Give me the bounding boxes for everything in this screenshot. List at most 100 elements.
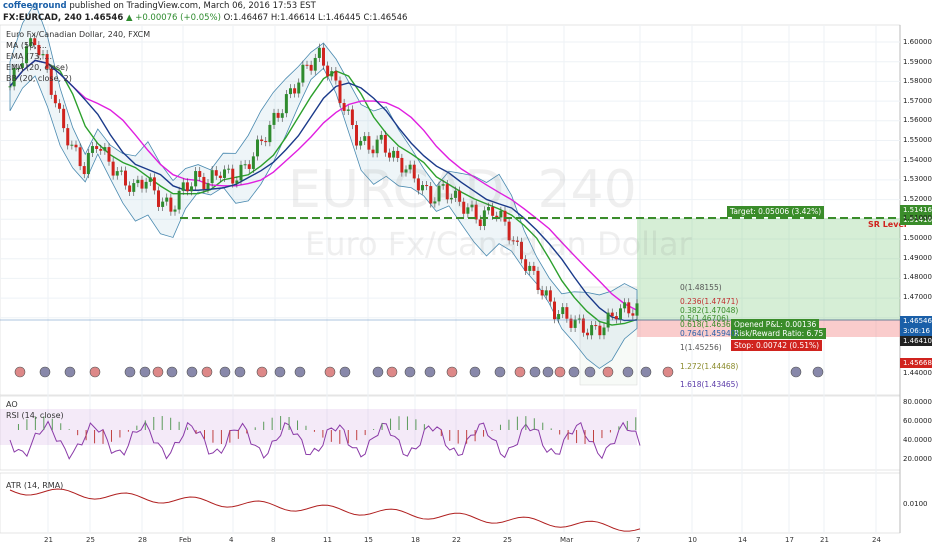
candle-body (49, 68, 53, 95)
candle-body (235, 180, 239, 184)
bollinger-band (9, 1, 638, 369)
author-name: coffeeground (3, 1, 67, 11)
candle-body (185, 182, 189, 192)
atr-label[interactable]: ATR (14, RMA) (6, 481, 64, 490)
candle-body (115, 171, 119, 176)
target-label[interactable]: Target: 0.05006 (3.42%) (727, 206, 825, 217)
time-axis-label: 11 (323, 536, 332, 544)
candle-body (91, 146, 94, 153)
price-axis-label: 1.58000 (903, 77, 932, 86)
candle-body (309, 64, 313, 71)
candle-body (416, 178, 420, 191)
candle-body (359, 140, 363, 146)
event-icon (529, 366, 541, 378)
event-icon (324, 366, 336, 378)
rsi-label[interactable]: RSI (14, close) (6, 411, 64, 420)
candle-body (95, 146, 99, 149)
event-icon (372, 366, 384, 378)
candle-body (499, 210, 503, 218)
event-icon (139, 366, 151, 378)
time-axis-label: 15 (364, 536, 373, 544)
candle-body (66, 128, 70, 146)
candle-body (487, 207, 490, 211)
price-axis-label: 1.59000 (903, 57, 932, 66)
price-axis-label: 1.51000 (903, 214, 932, 223)
price-axis-label: 1.50000 (903, 234, 932, 242)
time-axis-label: 25 (503, 536, 512, 544)
candle-body (367, 136, 371, 150)
candle-body (371, 149, 375, 154)
fib-level-label: 1(1.45256) (680, 343, 722, 352)
candle-body (577, 318, 581, 320)
candle-body (610, 312, 614, 317)
candle-body (598, 325, 602, 336)
candle-body (441, 184, 445, 186)
candle-body (148, 177, 152, 182)
ema20-legend[interactable]: EMA (20, close) (6, 63, 69, 72)
candle-body (181, 182, 185, 191)
candle-body (350, 109, 354, 126)
event-icon (124, 366, 136, 378)
candle-body (16, 67, 20, 69)
candle-body (289, 88, 292, 95)
candle-body (124, 170, 127, 186)
rsi-axis-label: 20.0000 (903, 455, 932, 463)
sr-price-tag-2: 1.51416 (900, 215, 932, 225)
candle-body (161, 201, 165, 207)
ohlc-line: FX:EURCAD, 240 1.46546 ▲ +0.00076 (+0.05… (3, 13, 407, 23)
candle-body (218, 175, 222, 178)
candle-body (425, 185, 429, 187)
sr-price-tag: 1.51416 (900, 205, 932, 215)
fib-level-label: 0.382(1.47048) (680, 306, 739, 315)
candle-body (177, 190, 181, 210)
ma50-line (9, 59, 638, 322)
atr-line (9, 488, 641, 532)
opened-pl-label[interactable]: Opened P&L: 0.00136 (731, 319, 820, 330)
stop-label[interactable]: Stop: 0.00742 (0.51%) (731, 340, 823, 351)
price-axis-label: 1.57000 (903, 96, 932, 105)
candle-body (363, 136, 367, 141)
time-axis-label: 28 (138, 536, 147, 544)
time-axis-label: 17 (785, 536, 794, 544)
candle-body (445, 184, 449, 200)
time-axis-label: 14 (738, 536, 747, 544)
candle-body (99, 148, 103, 151)
event-icon (201, 366, 213, 378)
event-icon (542, 366, 554, 378)
watermark-name: Euro Fx/Canadian Dollar (305, 225, 692, 263)
candle-body (317, 47, 321, 58)
event-icon (219, 366, 231, 378)
candle-body (157, 190, 160, 207)
candle-body (474, 204, 478, 220)
candle-body (635, 303, 639, 316)
risk-reward-label[interactable]: Risk/Reward Ratio: 6.75 (731, 328, 827, 339)
bb-legend[interactable]: BB (20, close, 2) (6, 74, 72, 83)
candle-body (503, 210, 507, 222)
price-axis-label: 1.44000 (903, 369, 932, 377)
candle-body (260, 139, 264, 142)
last-price: 1.46546 (84, 13, 124, 23)
ema73-line (9, 59, 638, 311)
candle-body (326, 65, 330, 77)
event-icon (662, 366, 674, 378)
time-axis-label: 22 (452, 536, 461, 544)
event-icon (790, 366, 802, 378)
candle-body (388, 152, 391, 158)
candle-body (437, 185, 441, 202)
event-icon (584, 366, 596, 378)
event-icon (514, 366, 526, 378)
candle-body (25, 46, 28, 64)
ema73-legend[interactable]: EMA (73, ... (6, 52, 52, 61)
countdown-tag: 3:06:16 (900, 326, 932, 336)
candle-body (41, 54, 45, 56)
event-icon (14, 366, 26, 378)
candle-body (37, 45, 41, 56)
candle-body (128, 185, 132, 192)
candle-body (454, 190, 457, 198)
candle-body (565, 307, 569, 319)
ma-legend[interactable]: MA (50, ... (6, 41, 47, 50)
ao-label[interactable]: AO (6, 400, 18, 409)
candle-body (623, 302, 627, 309)
event-icon (294, 366, 306, 378)
